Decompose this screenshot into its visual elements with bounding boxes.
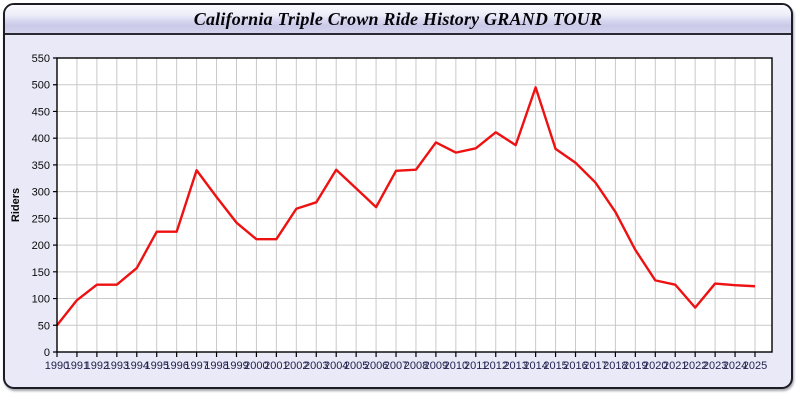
svg-text:1998: 1998 bbox=[204, 360, 228, 372]
svg-text:1999: 1999 bbox=[224, 360, 248, 372]
app-window: California Triple Crown Ride History GRA… bbox=[3, 3, 793, 389]
svg-text:2014: 2014 bbox=[523, 360, 547, 372]
svg-text:2021: 2021 bbox=[663, 360, 687, 372]
svg-text:350: 350 bbox=[32, 160, 50, 172]
svg-text:2006: 2006 bbox=[364, 360, 388, 372]
y-axis-title: Riders bbox=[10, 188, 22, 222]
svg-text:300: 300 bbox=[32, 187, 50, 199]
svg-text:50: 50 bbox=[38, 320, 50, 332]
svg-text:2012: 2012 bbox=[484, 360, 508, 372]
svg-text:2009: 2009 bbox=[424, 360, 448, 372]
svg-text:2010: 2010 bbox=[444, 360, 468, 372]
svg-text:2004: 2004 bbox=[324, 360, 348, 372]
data-series-line bbox=[56, 86, 756, 327]
svg-text:1995: 1995 bbox=[144, 360, 168, 372]
svg-text:2016: 2016 bbox=[563, 360, 587, 372]
chart-panel: 0 50 100 150 200 250 300 350 400 450 500 550 1990 199… bbox=[5, 37, 791, 387]
svg-text:2008: 2008 bbox=[404, 360, 428, 372]
svg-text:2020: 2020 bbox=[643, 360, 667, 372]
svg-text:2002: 2002 bbox=[284, 360, 308, 372]
svg-text:1991: 1991 bbox=[65, 360, 89, 372]
svg-text:250: 250 bbox=[32, 213, 50, 225]
plot-background bbox=[57, 58, 772, 352]
ride-history-line-chart: 0501001502002503003504004505005501990199… bbox=[10, 53, 773, 372]
svg-text:Riders: Riders bbox=[10, 188, 22, 222]
svg-text:2000: 2000 bbox=[244, 360, 268, 372]
svg-text:0: 0 bbox=[44, 347, 50, 359]
svg-text:1994: 1994 bbox=[125, 360, 149, 372]
page-title: California Triple Crown Ride History GRA… bbox=[193, 8, 603, 29]
svg-text:2005: 2005 bbox=[344, 360, 368, 372]
svg-text:2019: 2019 bbox=[623, 360, 647, 372]
svg-text:2007: 2007 bbox=[384, 360, 408, 372]
svg-text:2013: 2013 bbox=[503, 360, 527, 372]
svg-text:1996: 1996 bbox=[164, 360, 188, 372]
svg-text:450: 450 bbox=[32, 106, 50, 118]
svg-text:1997: 1997 bbox=[184, 360, 208, 372]
svg-text:2017: 2017 bbox=[583, 360, 607, 372]
svg-text:400: 400 bbox=[32, 133, 50, 145]
svg-text:2001: 2001 bbox=[264, 360, 288, 372]
y-tick-labels: 0 50 100 150 200 250 300 350 400 450 500 550 bbox=[32, 53, 50, 359]
svg-text:150: 150 bbox=[32, 267, 50, 279]
svg-text:1992: 1992 bbox=[85, 360, 109, 372]
svg-text:500: 500 bbox=[32, 80, 50, 92]
svg-text:2022: 2022 bbox=[683, 360, 707, 372]
svg-text:2015: 2015 bbox=[543, 360, 567, 372]
svg-text:200: 200 bbox=[32, 240, 50, 252]
svg-text:2023: 2023 bbox=[703, 360, 727, 372]
plot-border-and-ticks bbox=[53, 57, 773, 357]
svg-text:100: 100 bbox=[32, 294, 50, 306]
x-tick-labels: 1990199119921993199419951996199719981999… bbox=[45, 360, 767, 372]
svg-text:2003: 2003 bbox=[304, 360, 328, 372]
svg-text:2011: 2011 bbox=[464, 360, 488, 372]
svg-text:2018: 2018 bbox=[603, 360, 627, 372]
svg-text:2024: 2024 bbox=[723, 360, 747, 372]
svg-text:1990: 1990 bbox=[45, 360, 69, 372]
svg-text:2025: 2025 bbox=[743, 360, 767, 372]
svg-text:1993: 1993 bbox=[105, 360, 129, 372]
svg-text:550: 550 bbox=[32, 53, 50, 65]
title-bar: California Triple Crown Ride History GRA… bbox=[5, 5, 791, 35]
